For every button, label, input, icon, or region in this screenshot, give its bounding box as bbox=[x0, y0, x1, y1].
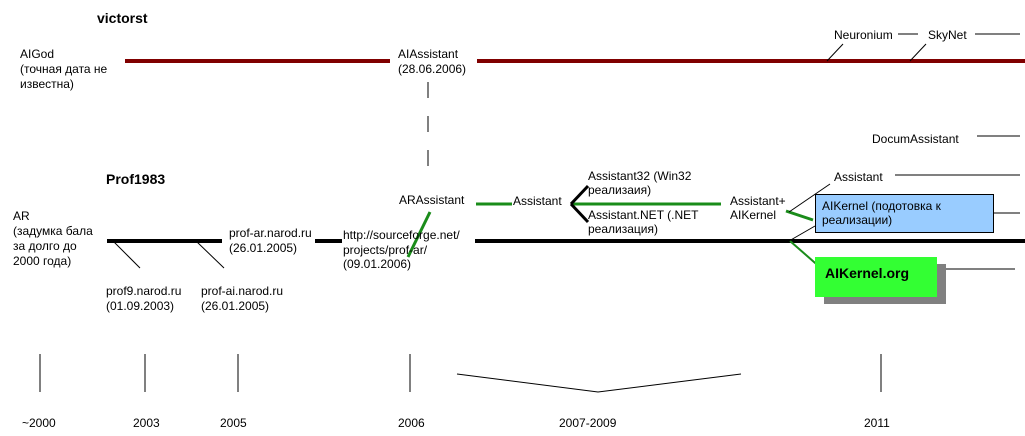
ar-label-1: AR bbox=[13, 209, 30, 223]
ar-label-3: за долго до bbox=[13, 239, 77, 253]
year-2005: 2005 bbox=[220, 416, 247, 430]
assistantplus-label-1: Assistant+ bbox=[730, 194, 786, 208]
sourceforge-label-2: projects/prof-ar/ bbox=[343, 243, 428, 257]
profar-label-1: prof-ar.narod.ru bbox=[229, 226, 312, 240]
year-2006: 2006 bbox=[398, 416, 425, 430]
skynet-label: SkyNet bbox=[928, 28, 967, 42]
skynet-leader-diag bbox=[909, 43, 927, 62]
sourceforge-label-3: (09.01.2006) bbox=[343, 257, 412, 271]
prof9-label-2: (01.09.2003) bbox=[106, 299, 175, 313]
assistant32-label-1: Assistant32 (Win32 bbox=[588, 169, 692, 183]
aiassistant-label-1: AIAssistant bbox=[398, 47, 459, 61]
year-2011: 2011 bbox=[864, 416, 890, 430]
aigod-label-3: известна) bbox=[20, 77, 74, 91]
aikernel-box: AIKernel (подотовка к реализации) bbox=[815, 194, 994, 233]
ar-label-2: (задумка бала bbox=[13, 224, 93, 238]
aiassistant-label-2: (28.06.2006) bbox=[398, 62, 467, 76]
assistant32-label-2: реализаия) bbox=[588, 183, 652, 197]
ar-label-4: 2000 года) bbox=[13, 254, 72, 268]
year-2000: ~2000 bbox=[22, 416, 56, 430]
aikernel-diag bbox=[788, 225, 816, 242]
assistantplus-label-2: AIKernel bbox=[730, 208, 777, 222]
branch-up bbox=[569, 184, 590, 206]
year-2003: 2003 bbox=[133, 416, 160, 430]
prof9-leader bbox=[112, 240, 141, 269]
neuronium-leader-diag bbox=[826, 43, 844, 62]
documassistant-label: DocumAssistant bbox=[872, 132, 959, 146]
victorst-title: victorst bbox=[97, 10, 148, 26]
aigod-label-2: (точная дата не bbox=[20, 62, 108, 76]
arassistant-green bbox=[406, 211, 432, 258]
aikernelorg-box: AIKernel.org bbox=[815, 257, 937, 297]
profai-leader bbox=[195, 240, 225, 269]
brace-2007-2009 bbox=[456, 373, 742, 393]
assistant-top-diag bbox=[788, 183, 831, 213]
aplus-to-aikernel bbox=[785, 209, 814, 222]
assistant-mid-label: Assistant bbox=[513, 194, 562, 208]
aikernelorg-label: AIKernel.org bbox=[825, 265, 910, 281]
year-2007-2009: 2007-2009 bbox=[559, 416, 617, 430]
aigod-label-1: AIGod bbox=[20, 47, 55, 61]
profai-label-2: (26.01.2005) bbox=[201, 299, 270, 313]
branch-down bbox=[569, 202, 590, 224]
assistant-top-label: Assistant bbox=[834, 170, 883, 184]
aikernel-box-line-1: AIKernel (подотовка к bbox=[822, 199, 941, 213]
prof9-label-1: prof9.narod.ru bbox=[106, 284, 182, 298]
profar-label-2: (26.01.2005) bbox=[229, 241, 298, 255]
assistantnet-label-1: Assistant.NET (.NET bbox=[588, 208, 699, 222]
sourceforge-label-1: http://sourceforge.net/ bbox=[343, 228, 460, 242]
aikernel-box-line-2: реализации) bbox=[822, 213, 893, 227]
arassistant-label: ARAssistant bbox=[399, 193, 465, 207]
prof-title: Prof1983 bbox=[106, 171, 166, 187]
neuronium-label: Neuronium bbox=[834, 28, 893, 42]
assistantnet-label-2: реализация) bbox=[588, 222, 658, 236]
profai-label-1: prof-ai.narod.ru bbox=[201, 284, 284, 298]
